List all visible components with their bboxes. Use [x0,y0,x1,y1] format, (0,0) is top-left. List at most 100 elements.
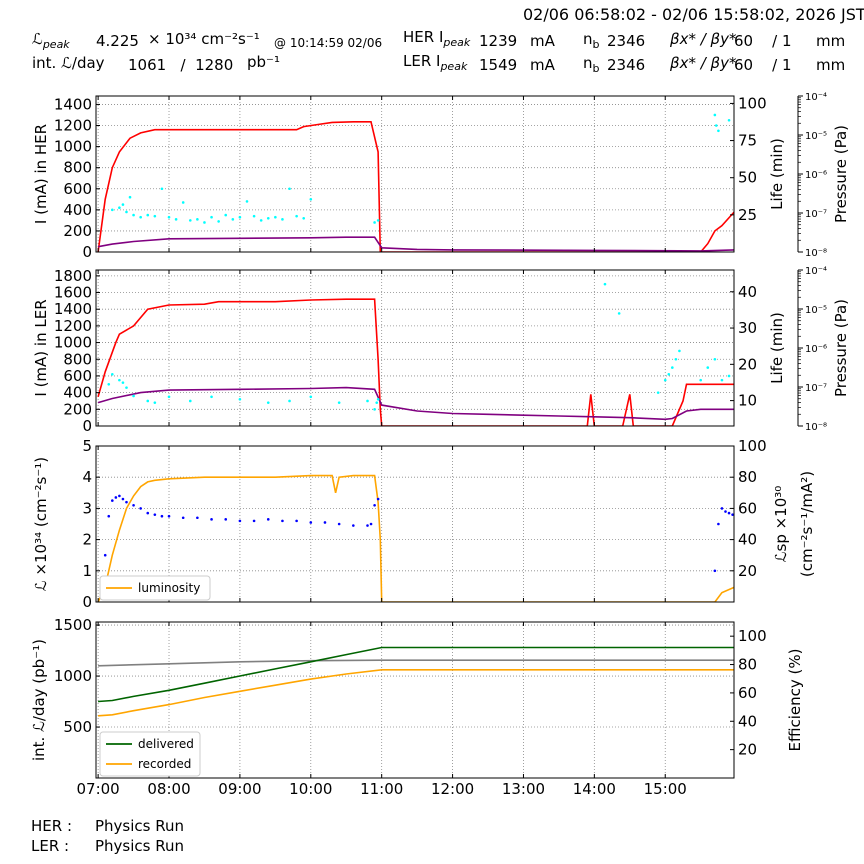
data-point [281,218,284,221]
data-point [160,187,164,191]
data-point [111,208,114,212]
data-point [713,357,717,361]
x-tick-label: 10:00 [289,780,332,798]
y-tick-label: 1500 [54,616,92,634]
data-point [713,113,717,117]
pressure-tick-label: 10⁻⁴ [805,92,827,103]
data-point [373,503,376,507]
y-tick-label: 1800 [54,267,92,285]
data-point [259,219,263,222]
y-tick-label: 1000 [54,138,92,156]
data-point [111,372,114,376]
data-point [337,401,341,404]
data-point [238,215,242,219]
ler-ipeak-unit: mA [530,56,555,74]
y-tick-label: 600 [63,180,92,198]
series-recorded [98,669,734,717]
pressure-tick-label: 10⁻⁵ [805,131,827,142]
y-tick-label: 1000 [54,667,92,685]
data-point [717,522,720,526]
data-point [196,516,199,520]
data-point [366,524,369,527]
pressure-axis-label: Pressure (Pa) [832,125,850,223]
pressure-tick-label: 10⁻⁷ [805,209,827,220]
data-point [373,408,376,411]
y-tick-label: 200 [63,400,92,418]
ler-beta-unit: mm [816,56,846,74]
data-point [132,503,135,507]
data-point [617,312,621,315]
data-point [111,499,114,502]
pressure-tick-label: 10⁻⁶ [805,170,827,181]
her-nb-label: nb [583,30,600,54]
data-point [231,218,235,221]
data-point [714,124,718,127]
y-tick-label: 0 [82,417,92,435]
plot-frame [95,269,735,427]
her-status-label: HER : [31,817,73,835]
ler-beta-label: βx* / βy* [670,54,737,72]
x-tick-label: 13:00 [502,780,545,798]
series-cff0000 [97,121,734,252]
ler-beta-values: 60 / 1 [734,56,792,74]
data-point [337,522,341,526]
y2-axis-label: ℒsp ×10³⁰ [772,486,790,563]
her-ipeak-label: HER Ipeak [403,28,470,52]
data-point [210,518,213,521]
data-point [121,497,125,501]
data-point [274,215,277,219]
data-point [288,187,291,191]
y2-tick-label: 25 [738,206,757,224]
data-point [252,214,256,218]
y-axis-label: I (mA) in HER [32,124,50,224]
data-point [139,507,142,510]
her-ipeak-value: 1239 [479,32,518,50]
lpeak-unit: × 10³⁴ cm⁻²s⁻¹ [148,30,260,48]
panel-intlumi: 500 1000 1500 20 40 60 80 100 int. ℒ/day (pb⁻¹) E… [30,616,804,779]
data-point [667,372,671,376]
pressure-tick-label: 10⁻⁸ [805,248,827,259]
data-point [181,201,185,204]
data-point [699,378,702,382]
data-point [352,524,355,527]
data-point [167,395,171,399]
ler-ipeak-label: LER Ipeak [403,52,467,76]
ler-ipeak-sub: peak [440,60,468,73]
y2-tick-label: 50 [738,169,757,187]
data-point [107,514,111,518]
data-point [217,220,220,223]
data-point [375,401,379,404]
data-point [121,203,125,206]
her-beta-values: 60 / 1 [734,32,792,50]
y2-axis-label: Life (min) [768,312,786,384]
her-ipeak-unit: mA [530,32,555,50]
data-point [210,395,213,399]
lpeak-label: ℒpeak [32,30,70,54]
data-point [188,399,192,403]
pressure-tick-label: 10⁻⁶ [805,344,827,355]
y-tick-label: 0 [82,593,92,611]
x-tick-label: 14:00 [573,780,616,798]
y2-axis-label: Life (min) [768,138,786,210]
y-tick-label: 4 [82,468,92,486]
data-point [139,215,142,219]
data-point [224,518,228,521]
her-nb-text: n [583,30,593,48]
x-tick-label: 09:00 [218,780,261,798]
y2-axis-label: Efficiency (%) [786,649,804,752]
y-tick-label: 1400 [54,300,92,318]
data-point [266,216,270,220]
y-tick-label: 5 [82,437,92,455]
data-point [369,522,373,526]
data-point [132,213,135,217]
data-point [288,399,291,403]
lpeak-value: 4.225 [96,32,139,50]
data-point [295,214,298,218]
legend-box [99,575,211,601]
series-c800080 [97,386,734,421]
data-point [188,219,192,222]
data-point [167,514,171,518]
legend-box [99,731,201,777]
y-tick-label: 400 [63,201,92,219]
